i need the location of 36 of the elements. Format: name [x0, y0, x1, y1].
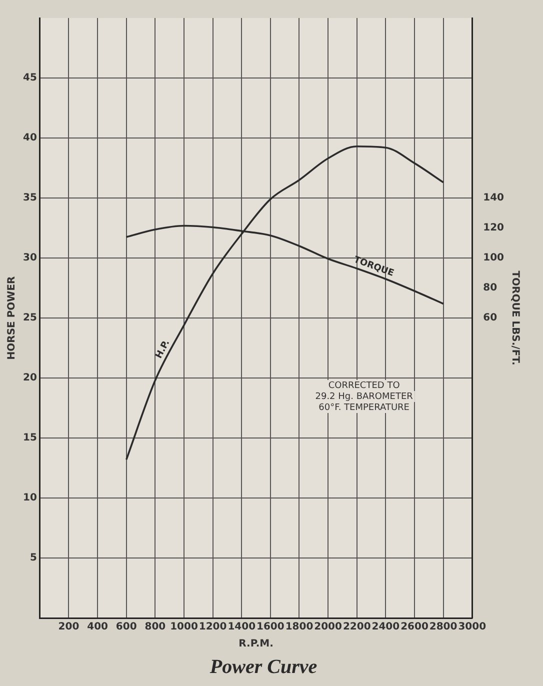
y2-tick-label: 100 — [483, 252, 504, 264]
x-tick-label: 2000 — [314, 622, 342, 633]
x-tick-label: 1600 — [256, 622, 284, 633]
y2-tick-label: 60 — [483, 312, 498, 324]
x-tick-label: 2200 — [342, 622, 371, 633]
x-tick-label: 200 — [58, 622, 80, 633]
y-tick-label: 15 — [22, 432, 37, 444]
y2-tick-label: 140 — [483, 192, 504, 204]
x-tick-label: 1800 — [285, 622, 314, 633]
text: H.P. — [154, 338, 172, 360]
x-tick-label: 2600 — [400, 622, 428, 633]
x-tick-label: 400 — [87, 622, 108, 633]
y2-tick-label: 80 — [483, 282, 498, 294]
x-tick-label: 1000 — [170, 622, 198, 633]
y-tick-label: 30 — [22, 252, 37, 264]
y-tick-label: 40 — [22, 132, 37, 144]
y2-axis-title: TORQUE LBS./FT. — [509, 270, 520, 366]
x-axis-title: R.P.M. — [238, 638, 274, 650]
x-tick-label: 2400 — [372, 622, 400, 633]
x-tick-label: 600 — [116, 622, 137, 633]
y2-tick-label: 120 — [483, 222, 504, 234]
x-tick-label: 2800 — [429, 622, 458, 633]
text: Power Curve — [208, 656, 318, 678]
x-tick-label: 1400 — [228, 622, 256, 633]
y-tick-label: 20 — [22, 372, 37, 384]
y-tick-label: 45 — [22, 72, 37, 84]
y-tick-label: 25 — [22, 312, 37, 324]
y-tick-label: 35 — [22, 192, 37, 204]
line-series — [125, 146, 444, 460]
x-tick-label: 1200 — [198, 622, 227, 633]
y-axis-title: HORSE POWER — [6, 276, 18, 360]
y-tick-label: 10 — [22, 492, 37, 504]
x-tick-label: 800 — [144, 622, 166, 633]
x-tick-label: 3000 — [458, 622, 486, 633]
annotation: CORRECTED TO 29.2 Hg. BAROMETER 60°F. TEMPERATURE — [315, 380, 413, 413]
y-tick-label: 5 — [30, 552, 37, 564]
